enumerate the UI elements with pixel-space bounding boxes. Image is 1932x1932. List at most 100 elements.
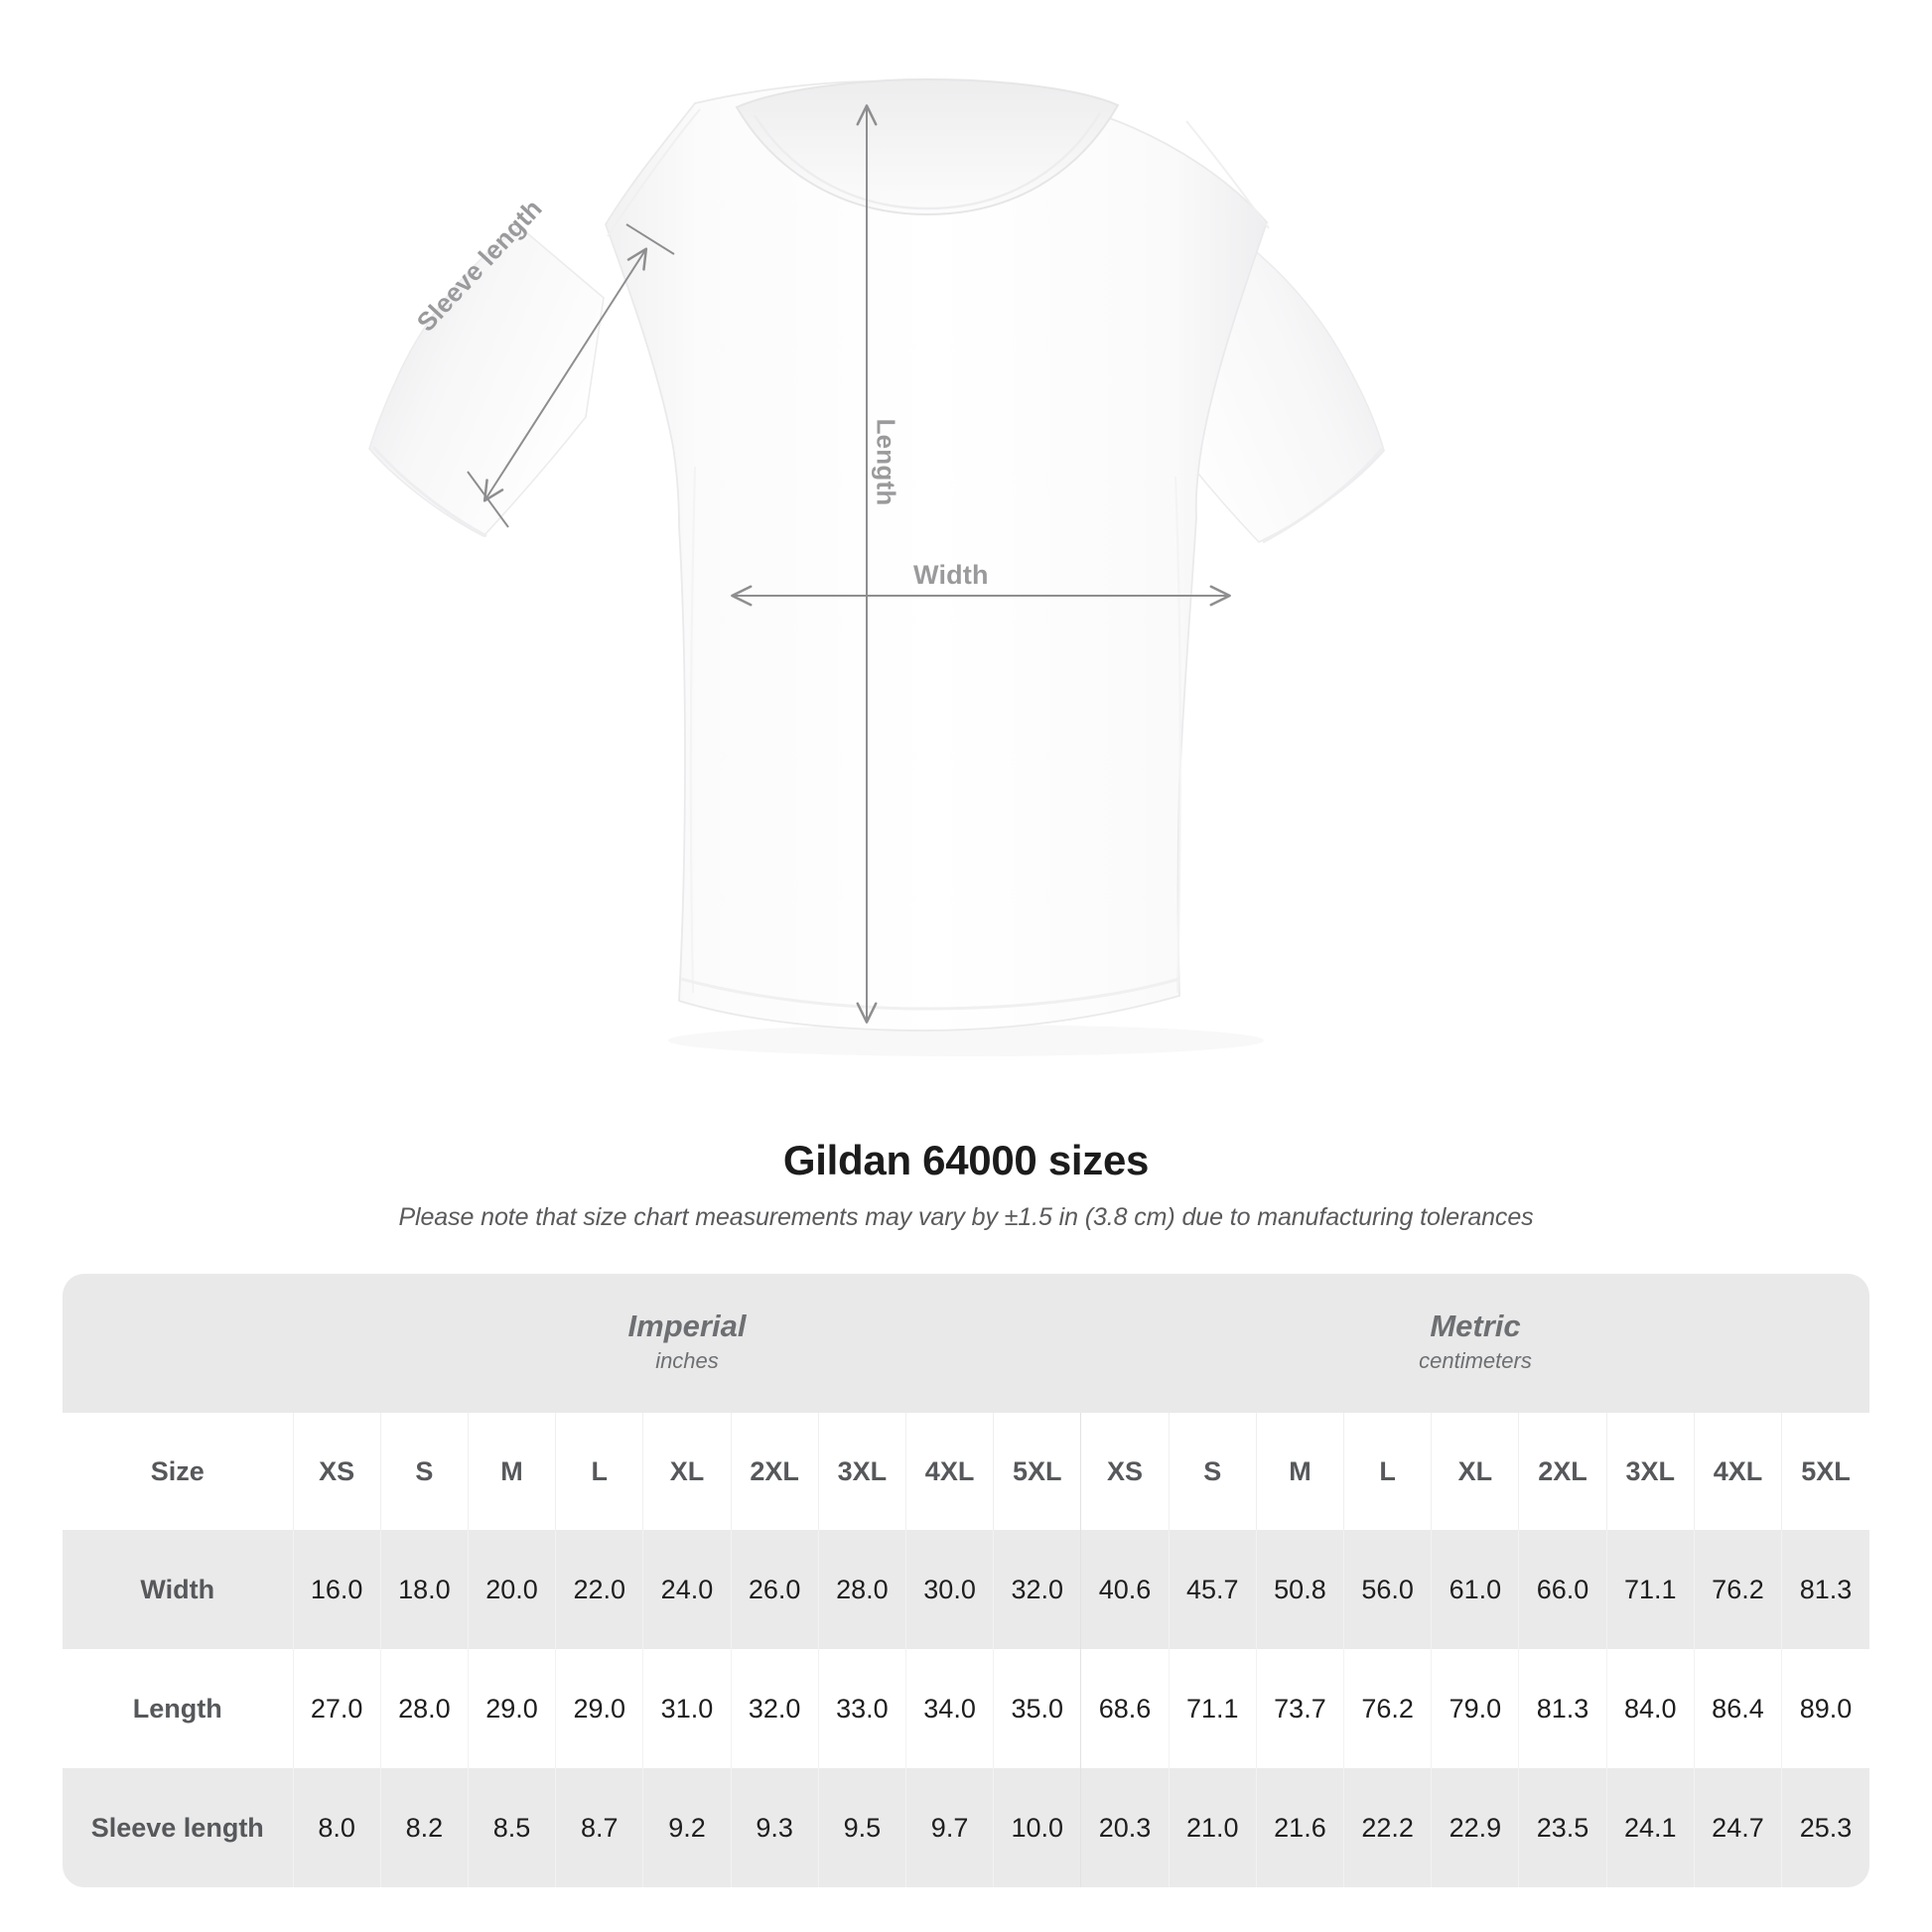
cell-sleeve-length-imperial-2xl: 9.3	[730, 1768, 819, 1887]
tshirt-diagram: Sleeve length Length Width	[368, 77, 1385, 1032]
cell-width-imperial-s: 18.0	[379, 1530, 469, 1649]
size-header-metric-2xl: 2XL	[1518, 1413, 1607, 1530]
cell-width-imperial-xl: 24.0	[642, 1530, 732, 1649]
cell-length-metric-xl: 79.0	[1431, 1649, 1519, 1768]
table-row: Length 27.0 28.0 29.0 29.0 31.0 32.0 33.0 34.0 35…	[63, 1649, 1869, 1768]
size-header-imperial-l: L	[555, 1413, 643, 1530]
size-header-imperial-4xl: 4XL	[904, 1413, 994, 1530]
cell-length-imperial-xl: 31.0	[642, 1649, 732, 1768]
size-header-metric-3xl: 3XL	[1605, 1413, 1695, 1530]
cell-length-metric-m: 73.7	[1255, 1649, 1344, 1768]
size-table: Imperial inches Metric centimeters Size …	[63, 1274, 1869, 1887]
size-header-imperial-2xl: 2XL	[730, 1413, 819, 1530]
cell-sleeve-length-metric-s: 21.0	[1168, 1768, 1257, 1887]
table-head: Imperial inches Metric centimeters Size …	[63, 1274, 1869, 1530]
cell-length-metric-4xl: 86.4	[1693, 1649, 1782, 1768]
size-header-metric-5xl: 5XL	[1781, 1413, 1869, 1530]
cell-sleeve-length-metric-xs: 20.3	[1080, 1768, 1170, 1887]
size-header-metric-m: M	[1255, 1413, 1344, 1530]
size-header-imperial-5xl: 5XL	[993, 1413, 1081, 1530]
cell-length-imperial-l: 29.0	[555, 1649, 643, 1768]
cell-sleeve-length-metric-l: 22.2	[1343, 1768, 1432, 1887]
cell-length-metric-l: 76.2	[1343, 1649, 1432, 1768]
size-header-metric-s: S	[1168, 1413, 1257, 1530]
collar	[735, 77, 1120, 216]
size-header-imperial-s: S	[379, 1413, 469, 1530]
cell-width-imperial-4xl: 30.0	[904, 1530, 994, 1649]
cell-width-metric-4xl: 76.2	[1693, 1530, 1782, 1649]
size-header-metric-4xl: 4XL	[1693, 1413, 1782, 1530]
cell-length-metric-3xl: 84.0	[1605, 1649, 1695, 1768]
cell-length-metric-xs: 68.6	[1080, 1649, 1170, 1768]
cell-width-imperial-l: 22.0	[555, 1530, 643, 1649]
row-label-length: Length	[63, 1649, 294, 1768]
unit-system-imperial: Imperial inches	[293, 1274, 1081, 1413]
cell-sleeve-length-metric-m: 21.6	[1255, 1768, 1344, 1887]
cell-length-imperial-5xl: 35.0	[993, 1649, 1081, 1768]
width-label: Width	[913, 560, 989, 590]
cell-length-imperial-xs: 27.0	[292, 1649, 381, 1768]
cell-length-metric-2xl: 81.3	[1518, 1649, 1607, 1768]
row-label-width: Width	[63, 1530, 294, 1649]
row-label-sleeve-length: Sleeve length	[63, 1768, 294, 1887]
size-chart-table: Imperial inches Metric centimeters Size …	[63, 1274, 1869, 1887]
size-header-imperial-m: M	[467, 1413, 556, 1530]
cell-sleeve-length-metric-3xl: 24.1	[1605, 1768, 1695, 1887]
cell-sleeve-length-imperial-xs: 8.0	[292, 1768, 381, 1887]
cell-sleeve-length-imperial-5xl: 10.0	[993, 1768, 1081, 1887]
sleeve-tick-bottom	[467, 471, 509, 528]
cell-sleeve-length-metric-xl: 22.9	[1431, 1768, 1519, 1887]
sleeve-dimension-line	[485, 250, 645, 499]
tshirt-illustration	[368, 77, 1385, 1032]
imperial-unit: inches	[655, 1348, 719, 1374]
cell-sleeve-length-metric-2xl: 23.5	[1518, 1768, 1607, 1887]
unit-system-row: Imperial inches Metric centimeters	[63, 1274, 1869, 1413]
unit-system-spacer	[63, 1274, 294, 1413]
cell-sleeve-length-metric-5xl: 25.3	[1781, 1768, 1869, 1887]
cell-sleeve-length-metric-4xl: 24.7	[1693, 1768, 1782, 1887]
cell-width-imperial-xs: 16.0	[292, 1530, 381, 1649]
cell-width-imperial-3xl: 28.0	[817, 1530, 906, 1649]
table-body: Width 16.0 18.0 20.0 22.0 24.0 26.0 28.0 30.0 32.…	[63, 1530, 1869, 1887]
metric-name: Metric	[1430, 1308, 1521, 1343]
header-size-label: Size	[63, 1413, 294, 1530]
cell-length-imperial-2xl: 32.0	[730, 1649, 819, 1768]
shirt-body	[605, 80, 1269, 1032]
imperial-name: Imperial	[627, 1308, 747, 1343]
cell-sleeve-length-imperial-3xl: 9.5	[817, 1768, 906, 1887]
sleeve-tick-top	[625, 223, 675, 255]
unit-system-metric: Metric centimeters	[1080, 1274, 1869, 1413]
table-row: Sleeve length 8.0 8.2 8.5 8.7 9.2 9.3 9.5 9.7 10.…	[63, 1768, 1869, 1887]
cell-sleeve-length-imperial-m: 8.5	[467, 1768, 556, 1887]
table-header-row: Size XS S M L XL 2XL 3XL 4XL 5XL XS S M L XL 2XL 3XL 4XL…	[63, 1413, 1869, 1530]
cell-length-metric-5xl: 89.0	[1781, 1649, 1869, 1768]
cell-width-metric-m: 50.8	[1255, 1530, 1344, 1649]
page-subtitle: Please note that size chart measurements…	[398, 1203, 1534, 1231]
cell-width-metric-2xl: 66.0	[1518, 1530, 1607, 1649]
cell-sleeve-length-imperial-s: 8.2	[379, 1768, 469, 1887]
page-title: Gildan 64000 sizes	[782, 1137, 1150, 1183]
size-header-metric-xs: XS	[1080, 1413, 1170, 1530]
cell-width-imperial-2xl: 26.0	[730, 1530, 819, 1649]
cell-width-metric-xl: 61.0	[1431, 1530, 1519, 1649]
cell-length-metric-s: 71.1	[1168, 1649, 1257, 1768]
cell-sleeve-length-imperial-l: 8.7	[555, 1768, 643, 1887]
table-row: Width 16.0 18.0 20.0 22.0 24.0 26.0 28.0 30.0 32.…	[63, 1530, 1869, 1649]
size-header-imperial-xl: XL	[642, 1413, 732, 1530]
size-header-imperial-xs: XS	[292, 1413, 381, 1530]
cell-sleeve-length-imperial-xl: 9.2	[642, 1768, 732, 1887]
cell-width-metric-3xl: 71.1	[1605, 1530, 1695, 1649]
cell-length-imperial-s: 28.0	[379, 1649, 469, 1768]
cell-width-metric-5xl: 81.3	[1781, 1530, 1869, 1649]
cell-length-imperial-3xl: 33.0	[817, 1649, 906, 1768]
collar-inner-seam	[753, 112, 1102, 210]
size-header-imperial-3xl: 3XL	[817, 1413, 906, 1530]
cell-sleeve-length-imperial-4xl: 9.7	[904, 1768, 994, 1887]
cell-length-imperial-4xl: 34.0	[904, 1649, 994, 1768]
cell-width-metric-s: 45.7	[1168, 1530, 1257, 1649]
cell-width-metric-xs: 40.6	[1080, 1530, 1170, 1649]
metric-unit: centimeters	[1419, 1348, 1532, 1374]
cell-width-imperial-m: 20.0	[467, 1530, 556, 1649]
cell-length-imperial-m: 29.0	[467, 1649, 556, 1768]
cell-width-imperial-5xl: 32.0	[993, 1530, 1081, 1649]
